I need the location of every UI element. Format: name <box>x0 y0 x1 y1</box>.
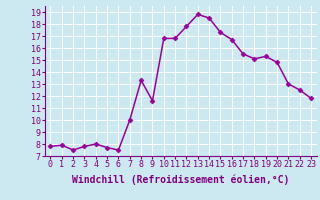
X-axis label: Windchill (Refroidissement éolien,°C): Windchill (Refroidissement éolien,°C) <box>72 175 290 185</box>
